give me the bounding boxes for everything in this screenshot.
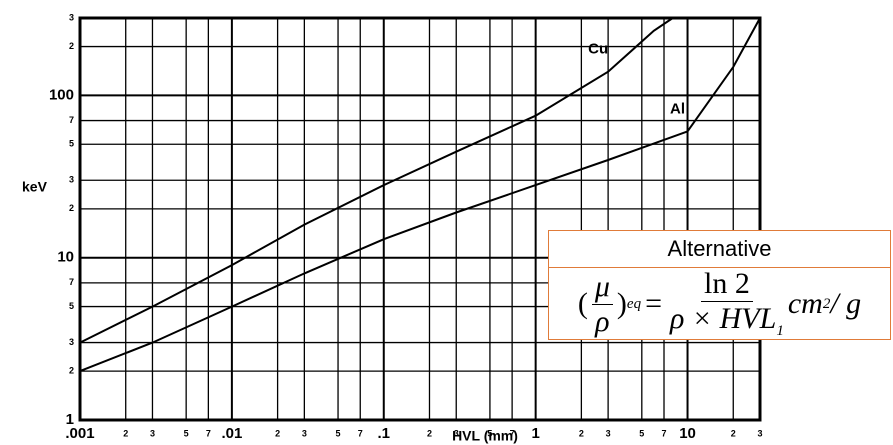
subscript: 1 [776,323,784,339]
x-tick-label: 7 [358,428,363,438]
x-tick-label: 5 [487,428,492,438]
paren: ) [616,287,627,320]
y-tick-label: 2 [69,203,74,213]
x-tick-label: 3 [454,428,459,438]
x-tick-label: 5 [184,428,189,438]
y-tick-label: 10 [57,249,74,266]
x-tick-label: 7 [510,428,515,438]
y-tick-label: 3 [69,12,74,22]
paren: ( [577,287,588,320]
x-tick-label: 1 [531,425,539,442]
plot-border [78,16,762,422]
x-tick-label: 5 [639,428,644,438]
numerator: ln 2 [700,269,753,302]
x-tick-label: 2 [579,428,584,438]
y-tick-label: 2 [69,41,74,51]
y-axis-label: keV [22,179,48,195]
series-line [79,17,674,344]
series-label: Al [670,100,685,117]
y-tick-label: 3 [69,337,74,347]
denominator: ρ × HVL1 [670,302,784,339]
x-tick-label: 3 [606,428,611,438]
x-tick-label: 2 [275,428,280,438]
superscript: 2 [822,295,831,312]
series-line [79,17,761,373]
y-tick-label: 100 [49,86,74,103]
x-tick-label: 2 [123,428,128,438]
x-tick-label: 2 [731,428,736,438]
x-tick-label: .001 [65,425,94,442]
denominator: ρ [595,304,610,338]
den-text: ρ × HVL [670,302,777,335]
y-tick-label: 7 [69,115,74,125]
y-tick-label: 2 [69,366,74,376]
x-tick-label: 3 [757,428,762,438]
y-tick-label: 7 [69,277,74,287]
y-tick-label: 3 [69,175,74,185]
y-tick-label: 1 [66,411,74,428]
x-tick-label: .1 [378,425,391,442]
unit-tail: / g [830,287,862,320]
equals: = [645,287,662,320]
x-tick-label: .01 [221,425,242,442]
unit: cm [787,287,823,320]
subscript: eq [626,295,642,312]
x-tick-label: 3 [150,428,155,438]
x-tick-label: 5 [336,428,341,438]
x-tick-label: 7 [206,428,211,438]
x-axis-label: HVL (mm) [452,428,518,444]
numerator: μ [591,271,613,305]
box-title: Alternative [549,231,890,268]
x-tick-label: 3 [302,428,307,438]
x-tick-label: 7 [661,428,666,438]
y-tick-label: 5 [69,301,74,311]
x-tick-label: 10 [679,425,696,442]
x-tick-label: 2 [427,428,432,438]
series-label: Cu [588,41,608,58]
y-tick-label: 5 [69,139,74,149]
